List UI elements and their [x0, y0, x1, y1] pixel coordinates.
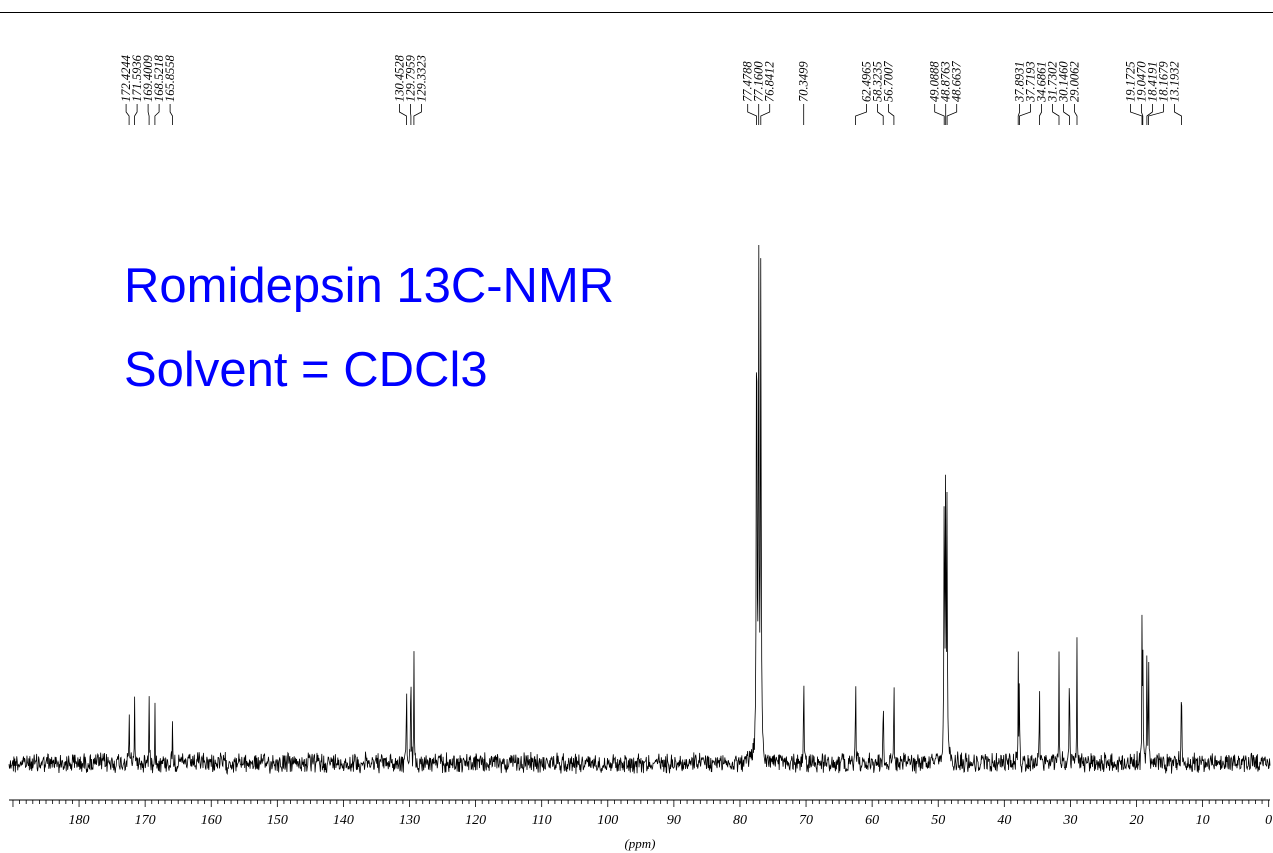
peak-label: 165.8558 — [163, 54, 177, 102]
peak-connector — [1148, 104, 1164, 125]
peak-label: 49.0888 — [928, 61, 942, 102]
tick-label: 50 — [931, 813, 945, 828]
peak-label: 37.8931 — [1013, 61, 1027, 103]
peak-connector — [1019, 104, 1031, 125]
peak-connector — [409, 104, 412, 125]
peak-connector — [946, 104, 958, 125]
tick-label: 170 — [135, 813, 156, 828]
peak-label: 18.1679 — [1156, 61, 1170, 102]
tick-label: 120 — [465, 813, 486, 828]
peak-connector — [1146, 104, 1153, 125]
tick-label: 0 — [1265, 813, 1272, 828]
peak-connector — [877, 104, 884, 125]
tick-label: 10 — [1196, 813, 1210, 828]
peak-connector — [413, 104, 422, 125]
peak-connector — [1174, 104, 1182, 125]
tick-label: 100 — [597, 813, 618, 828]
peak-connector — [1063, 104, 1070, 125]
peak-label: 129.7959 — [403, 54, 417, 102]
peak-label: 30.1460 — [1057, 61, 1071, 103]
tick-label: 160 — [201, 813, 222, 828]
peak-label: 62.4965 — [860, 61, 874, 102]
peak-connector — [1017, 104, 1020, 125]
peak-connector — [154, 104, 160, 125]
tick-label: 110 — [532, 813, 552, 828]
peak-label: 19.0470 — [1134, 61, 1148, 102]
tick-label: 20 — [1129, 813, 1143, 828]
peak-connector — [1074, 104, 1078, 125]
annotation-line-2: Solvent = CDCl3 — [124, 343, 488, 397]
peak-label: 129.3323 — [414, 55, 428, 102]
tick-label: 180 — [69, 813, 90, 828]
peak-connector — [147, 104, 150, 125]
x-axis-title: (ppm) — [624, 836, 655, 851]
tick-label: 150 — [267, 813, 288, 828]
peak-connector — [169, 104, 173, 125]
tick-label: 30 — [1062, 813, 1077, 828]
peak-label: 13.1932 — [1167, 61, 1181, 102]
peak-label: 29.0062 — [1068, 61, 1082, 102]
peak-label: 77.4788 — [741, 61, 755, 102]
peak-label-group-7: 37.893137.719334.686131.730230.146029.00… — [1013, 61, 1082, 125]
peak-label: 48.6637 — [950, 61, 964, 102]
peak-label: 70.3499 — [797, 61, 811, 102]
peak-connector — [760, 104, 771, 125]
peak-label: 56.7007 — [882, 61, 896, 102]
tick-label: 130 — [399, 813, 420, 828]
peak-label: 76.8412 — [763, 61, 777, 102]
tick-label: 90 — [667, 813, 681, 828]
tick-label: 140 — [333, 813, 354, 828]
peak-label: 31.7302 — [1046, 61, 1060, 103]
peak-connector — [934, 104, 945, 125]
peak-label: 171.5936 — [130, 54, 144, 102]
peak-label-group-4: 70.3499 — [797, 61, 811, 125]
peak-connector — [1130, 104, 1143, 125]
peak-label: 48.8763 — [939, 61, 953, 102]
peak-connector — [1141, 104, 1144, 125]
peak-label: 34.6861 — [1035, 61, 1049, 103]
peak-connector — [888, 104, 895, 125]
peak-label: 37.7193 — [1024, 61, 1038, 103]
peak-connector — [855, 104, 867, 125]
peak-label: 172.4244 — [119, 55, 133, 102]
tick-label: 80 — [733, 813, 747, 828]
peak-connector — [398, 104, 407, 125]
annotation-line-1: Romidepsin 13C-NMR — [124, 259, 614, 313]
peak-label: 18.4191 — [1145, 61, 1159, 102]
peak-connector — [747, 104, 757, 125]
peak-label: 168.5218 — [152, 54, 166, 102]
peak-connector — [134, 104, 138, 125]
peak-label: 77.1600 — [752, 61, 766, 102]
peak-connector — [1052, 104, 1060, 125]
peak-label: 169.4009 — [141, 54, 155, 102]
peak-label: 130.4528 — [392, 54, 406, 102]
peak-connector — [1039, 104, 1042, 125]
tick-label: 40 — [997, 813, 1011, 828]
peak-label: 19.1725 — [1123, 61, 1137, 102]
spectrum-trace — [8, 244, 1271, 776]
peak-connector — [125, 104, 130, 125]
tick-label: 70 — [799, 813, 813, 828]
tick-label: 60 — [865, 813, 879, 828]
peak-label: 58.3235 — [871, 61, 885, 102]
